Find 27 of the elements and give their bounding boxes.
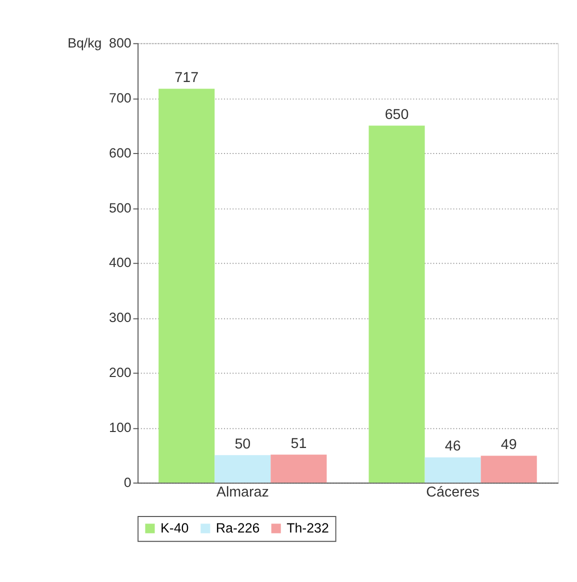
y-tick-label: 800 xyxy=(109,35,132,50)
data-label: 49 xyxy=(500,437,517,454)
y-tick-label: 500 xyxy=(109,200,132,216)
bar xyxy=(480,456,537,483)
data-label: 650 xyxy=(384,106,409,123)
x-tick-label: Cáceres xyxy=(426,484,480,500)
y-tick-label: 100 xyxy=(109,420,132,435)
legend-label: K-40 xyxy=(160,520,189,536)
data-label: 46 xyxy=(444,438,461,455)
y-tick-label: 600 xyxy=(109,145,132,160)
x-tick-label: Almaraz xyxy=(216,484,269,500)
data-label: 51 xyxy=(290,436,307,452)
y-tick-label: 700 xyxy=(109,90,132,106)
bar xyxy=(214,455,271,483)
data-label: 717 xyxy=(174,70,199,86)
bar xyxy=(158,88,215,483)
y-axis-title: Bq/kg xyxy=(68,35,102,50)
y-tick-label: 200 xyxy=(109,365,132,380)
legend-label: Ra-226 xyxy=(216,520,260,536)
bar xyxy=(368,126,425,483)
y-tick-label: 0 xyxy=(124,474,132,490)
legend-label: Th-232 xyxy=(286,520,329,536)
data-label: 50 xyxy=(234,436,251,452)
y-tick-label: 400 xyxy=(109,255,132,270)
bar xyxy=(270,454,327,483)
y-tick-label: 300 xyxy=(109,310,132,326)
bar xyxy=(424,457,481,483)
